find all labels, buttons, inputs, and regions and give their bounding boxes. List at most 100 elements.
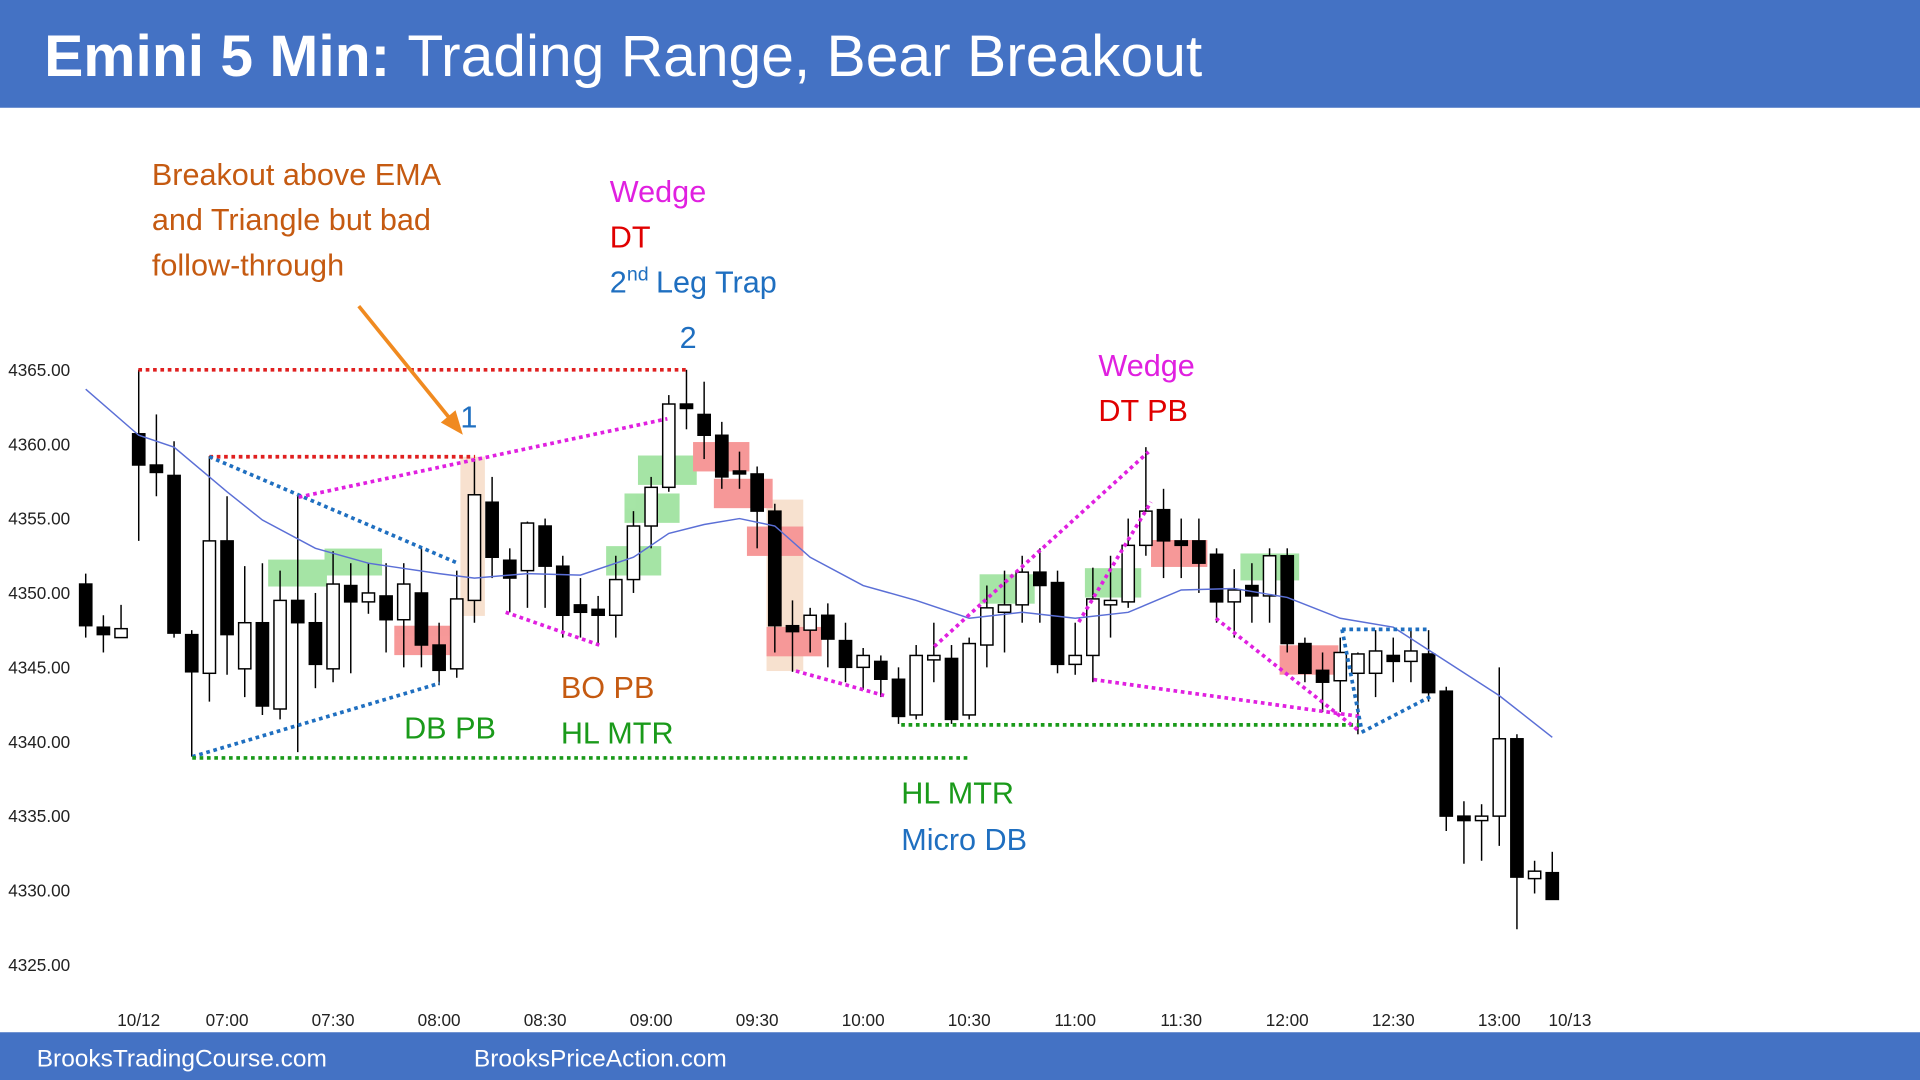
annotation: HL MTR	[561, 716, 674, 750]
dotted-line	[1093, 677, 1360, 719]
candle-body	[1368, 650, 1383, 675]
candle-body	[1209, 553, 1224, 603]
ema-line	[85, 388, 1553, 738]
candle-body	[343, 584, 358, 603]
x-tick-label: 07:30	[312, 1010, 355, 1030]
candle-body	[379, 595, 393, 621]
x-tick-label: 10/12	[117, 1010, 160, 1030]
candle-body	[644, 486, 658, 527]
x-tick-label: 08:00	[418, 1010, 461, 1030]
candle-body	[131, 433, 146, 466]
y-tick-label: 4350.00	[8, 583, 70, 603]
candle-body	[591, 608, 605, 617]
dotted-line	[795, 669, 885, 698]
annotation: BO PB	[561, 671, 655, 705]
candle-body	[891, 678, 906, 718]
dotted-line	[1360, 693, 1434, 734]
y-tick-label: 4335.00	[8, 806, 70, 826]
candle-body	[697, 413, 711, 436]
annotation-part: Leg Trap	[656, 266, 777, 300]
candle-body	[714, 434, 729, 478]
chart-title: Emini 5 Min: Trading Range, Bear Breakout	[44, 24, 1202, 89]
candle-body	[1033, 571, 1047, 587]
candle-body	[1050, 581, 1065, 666]
candle-body	[1421, 653, 1436, 694]
candle-body	[1474, 815, 1489, 822]
x-tick-label: 10:00	[842, 1010, 885, 1030]
candle-body	[1457, 815, 1471, 822]
y-tick-label: 4340.00	[8, 732, 70, 752]
candle-body	[1086, 598, 1100, 657]
candle-body	[1139, 510, 1153, 547]
candle-body	[1174, 540, 1189, 547]
dotted-line	[505, 610, 601, 648]
arrow-head	[440, 410, 463, 435]
candle-body	[962, 642, 977, 716]
title-text: Trading Range, Bear Breakout	[407, 24, 1202, 89]
candle-body	[626, 525, 641, 581]
dotted-line	[208, 455, 459, 565]
annotation: DT PB	[1098, 394, 1188, 428]
candle-body	[1103, 599, 1118, 606]
candle-body	[1510, 738, 1524, 878]
candle-body	[361, 592, 376, 603]
annotation: 2nd Leg Trap	[610, 263, 777, 299]
candle-body	[608, 578, 623, 617]
candle-body	[1315, 669, 1330, 683]
annotation: follow-through	[152, 249, 344, 283]
x-tick-label: 09:30	[736, 1010, 779, 1030]
annotation: HL MTR	[901, 776, 1014, 810]
candle-body	[926, 654, 941, 661]
candle-body	[997, 604, 1012, 614]
candle-body	[78, 583, 93, 627]
candle-body	[555, 565, 570, 617]
y-tick-label: 4330.00	[8, 881, 70, 901]
x-tick-label: 13:00	[1478, 1010, 1521, 1030]
candle-body	[114, 627, 128, 639]
candle-body	[414, 592, 429, 646]
candle-body	[502, 559, 517, 579]
x-tick-label: 11:30	[1160, 1010, 1202, 1030]
candle-body	[1527, 870, 1542, 880]
candle-body	[1262, 555, 1277, 597]
footer-text: BrooksPriceAction.com	[474, 1046, 727, 1073]
candle-body	[485, 501, 499, 558]
candle-body	[1121, 544, 1136, 603]
annotation-part: 2	[610, 266, 627, 300]
candle-body	[1545, 871, 1560, 901]
dotted-line	[1340, 629, 1364, 731]
annotation: Wedge	[610, 175, 706, 209]
candle-body	[856, 654, 871, 669]
candle-body	[1298, 642, 1312, 675]
candle-body	[820, 614, 835, 640]
x-tick-label: 12:00	[1266, 1010, 1309, 1030]
y-tick-label: 4325.00	[8, 955, 70, 975]
candle-body	[255, 621, 270, 707]
y-tick-label: 4345.00	[8, 657, 70, 677]
candle-body	[803, 614, 818, 631]
x-tick-label: 12:30	[1372, 1010, 1415, 1030]
annotations: Breakout above EMA and Triangle but bad …	[152, 158, 1195, 857]
candle-body	[1156, 508, 1171, 542]
x-tick-label: 08:30	[524, 1010, 567, 1030]
plot-area: 4325.00 4330.00 4335.00 4340.00 4345.00 4350.…	[8, 360, 1591, 1030]
candle-body	[220, 540, 234, 636]
candle-body	[396, 583, 411, 621]
candle-body	[237, 621, 252, 670]
y-tick-label: 4360.00	[8, 434, 70, 454]
candle-body	[1015, 571, 1030, 606]
dotted-line	[1077, 501, 1153, 623]
footer-band	[0, 1032, 1920, 1080]
arrow	[357, 304, 463, 435]
candle-body	[520, 522, 535, 572]
candle-body	[979, 607, 994, 646]
title-bold: Emini 5 Min:	[44, 24, 390, 89]
x-tick-label: 10:30	[948, 1010, 991, 1030]
candle-body	[1227, 589, 1242, 603]
candle-body	[732, 470, 747, 475]
annotation: DB PB	[404, 711, 496, 745]
x-tick-label: 10/13	[1549, 1010, 1592, 1030]
candle-body	[1192, 540, 1206, 564]
x-tick-label: 11:00	[1054, 1010, 1096, 1030]
